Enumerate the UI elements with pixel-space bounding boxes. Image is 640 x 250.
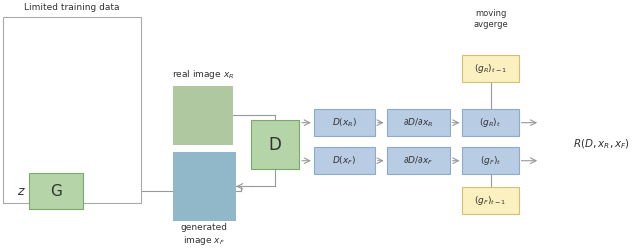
FancyBboxPatch shape [72,18,139,109]
FancyBboxPatch shape [462,187,518,214]
Text: G: G [50,184,62,199]
FancyBboxPatch shape [387,148,450,174]
FancyBboxPatch shape [387,109,450,136]
Text: real image $x_R$: real image $x_R$ [172,68,234,81]
Text: $\partial D/\partial x_R$: $\partial D/\partial x_R$ [403,116,433,129]
Text: D: D [268,136,282,154]
Text: $(g_R)_{t-1}$: $(g_R)_{t-1}$ [474,62,507,75]
FancyBboxPatch shape [462,148,518,174]
FancyBboxPatch shape [251,120,299,169]
FancyBboxPatch shape [314,148,375,174]
FancyBboxPatch shape [3,17,141,202]
Text: $\partial D/\partial x_F$: $\partial D/\partial x_F$ [403,154,433,167]
Text: $R(D, x_R, x_F)$: $R(D, x_R, x_F)$ [573,138,630,151]
FancyBboxPatch shape [29,173,83,209]
Text: Limited training data: Limited training data [24,3,120,12]
FancyBboxPatch shape [4,18,71,109]
Text: $(g_F)_t$: $(g_F)_t$ [480,154,501,167]
Text: $D(x_R)$: $D(x_R)$ [332,116,357,129]
Text: generated
image $x_F$: generated image $x_F$ [181,224,228,247]
Text: $(g_F)_{t-1}$: $(g_F)_{t-1}$ [474,194,507,207]
FancyBboxPatch shape [4,110,71,202]
Text: $D(x_F)$: $D(x_F)$ [332,154,356,167]
FancyBboxPatch shape [462,109,518,136]
FancyBboxPatch shape [72,110,139,202]
Text: $z$: $z$ [17,185,26,198]
FancyBboxPatch shape [462,55,518,82]
FancyBboxPatch shape [173,152,236,221]
Text: $(g_R)_t$: $(g_R)_t$ [479,116,502,129]
FancyBboxPatch shape [173,86,233,144]
FancyBboxPatch shape [314,109,375,136]
Text: moving
avgerge: moving avgerge [473,9,508,29]
